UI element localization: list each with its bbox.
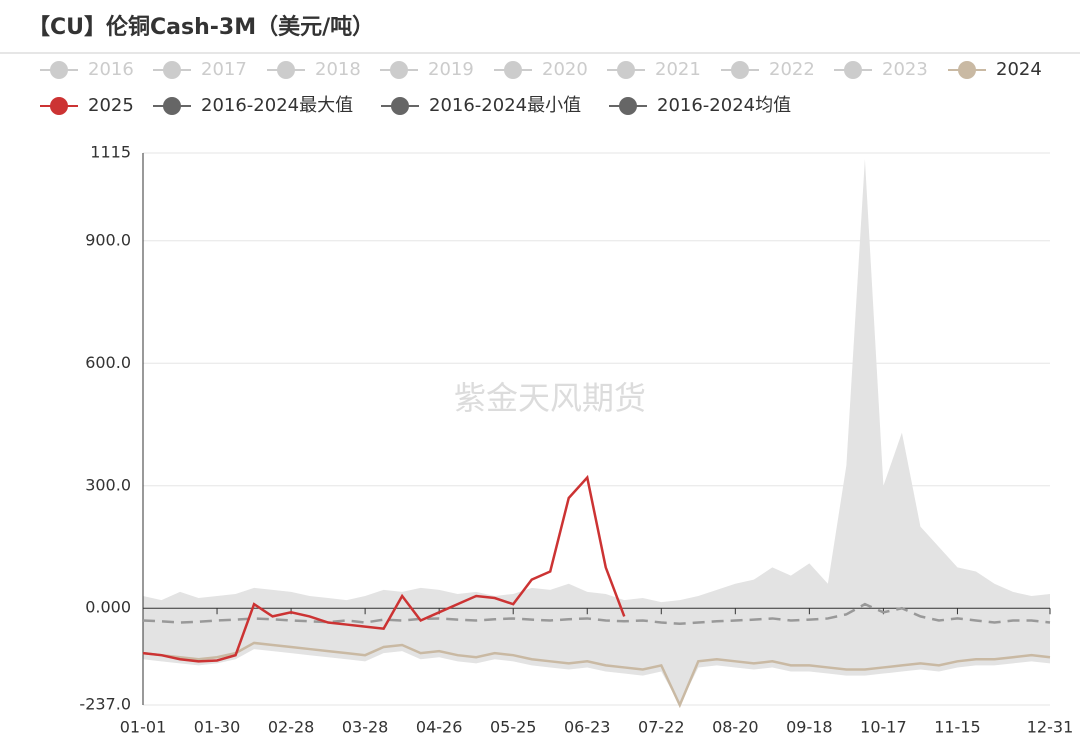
legend-label: 2017 (201, 59, 247, 80)
legend-item[interactable]: 2019 (380, 59, 474, 80)
series-line (142, 641, 1051, 709)
legend-marker (277, 61, 295, 79)
y-tick-label: -237.0 (79, 695, 131, 714)
y-tick-label: 0.000 (85, 598, 131, 617)
series-line (142, 474, 626, 663)
legend-marker (958, 61, 976, 79)
chart-title: 【CU】伦铜Cash-3M（美元/吨） (28, 14, 374, 40)
legend-label: 2018 (315, 59, 361, 80)
legend-item[interactable]: 2021 (607, 59, 701, 80)
legend-label: 2025 (88, 95, 134, 116)
legend-marker (50, 97, 68, 115)
mean-line (142, 602, 1051, 626)
legend-item[interactable]: 2023 (834, 59, 928, 80)
legend-label: 2019 (428, 59, 474, 80)
legend-marker (731, 61, 749, 79)
x-tick-label: 04-26 (416, 718, 463, 737)
legend-label: 2023 (882, 59, 928, 80)
legend-marker (504, 61, 522, 79)
legend-label: 2021 (655, 59, 701, 80)
legend-label: 2022 (769, 59, 815, 80)
legend-item[interactable]: 2016-2024最大值 (153, 95, 353, 116)
legend-label: 2016-2024最小值 (429, 95, 581, 116)
x-tick-label: 10-17 (860, 718, 907, 737)
legend-item[interactable]: 2017 (153, 59, 247, 80)
legend-label: 2016-2024均值 (657, 95, 791, 116)
y-tick-label: 900.0 (85, 230, 131, 249)
legend-label: 2020 (542, 59, 588, 80)
legend-item[interactable]: 2022 (721, 59, 815, 80)
legend-item[interactable]: 2024 (948, 59, 1042, 80)
x-tick-label: 11-15 (934, 718, 981, 737)
y-tick-label: 1115 (90, 143, 131, 162)
legend-marker (163, 97, 181, 115)
legend-marker (619, 97, 637, 115)
legend-marker (390, 61, 408, 79)
legend-item[interactable]: 2018 (267, 59, 361, 80)
legend-item[interactable]: 2020 (494, 59, 588, 80)
legend-marker (391, 97, 409, 115)
y-tick-label: 600.0 (85, 353, 131, 372)
legend-label: 2016 (88, 59, 134, 80)
legend-marker (163, 61, 181, 79)
legend-item[interactable]: 2016-2024均值 (609, 95, 791, 116)
x-tick-label: 07-22 (638, 718, 685, 737)
legend-marker (844, 61, 862, 79)
x-tick-label: 02-28 (268, 718, 315, 737)
x-tick-label: 09-18 (786, 718, 833, 737)
x-tick-label: 12-31 (1027, 718, 1074, 737)
legend-item[interactable]: 2025 (40, 95, 134, 116)
x-tick-label: 05-25 (490, 718, 537, 737)
y-tick-label: 300.0 (85, 475, 131, 494)
legend-label: 2016-2024最大值 (201, 95, 353, 116)
x-tick-label: 01-30 (194, 718, 241, 737)
watermark: 紫金天风期货 (454, 379, 646, 417)
legend-item[interactable]: 2016-2024最小值 (381, 95, 581, 116)
range-area (143, 159, 1050, 705)
legend-label: 2024 (996, 59, 1042, 80)
legend-marker (617, 61, 635, 79)
legend-item[interactable]: 2016 (40, 59, 134, 80)
x-tick-label: 01-01 (120, 718, 167, 737)
x-tick-label: 06-23 (564, 718, 611, 737)
x-tick-label: 08-20 (712, 718, 759, 737)
legend-marker (50, 61, 68, 79)
x-tick-label: 03-28 (342, 718, 389, 737)
